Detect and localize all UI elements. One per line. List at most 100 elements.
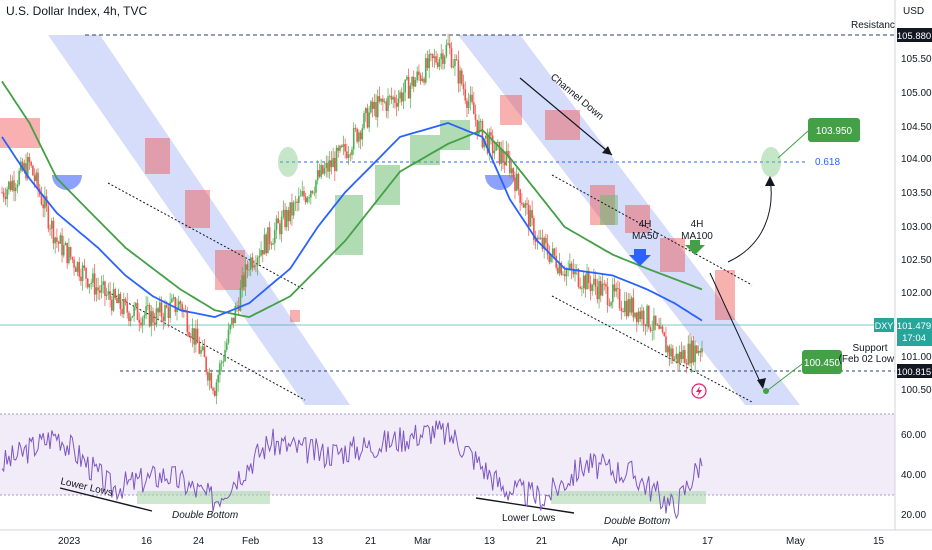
candle-body xyxy=(78,262,81,277)
candle-body xyxy=(699,350,702,353)
candle-body xyxy=(524,203,527,208)
candle-body xyxy=(445,44,448,57)
candle-body xyxy=(133,306,135,317)
candle-body xyxy=(545,237,547,244)
resistance-label: Resistance xyxy=(851,20,901,31)
svg-text:103.000: 103.000 xyxy=(901,222,932,233)
last-price-text: 101.479 xyxy=(897,321,931,332)
candle-body xyxy=(294,201,297,203)
candle-body xyxy=(541,237,544,249)
candle-body xyxy=(452,66,455,68)
candle-body xyxy=(2,192,5,197)
candle-body xyxy=(466,100,468,109)
candle-body xyxy=(109,291,111,300)
bottom-marker-1 xyxy=(52,175,82,190)
candle-body xyxy=(4,196,7,200)
candle-body xyxy=(71,257,74,260)
candle-body xyxy=(354,128,357,129)
candle-body xyxy=(637,311,640,323)
candle-body xyxy=(358,132,360,142)
candle-body xyxy=(411,76,413,86)
candle-body xyxy=(193,328,195,345)
resistance-price-badge xyxy=(897,28,932,42)
candle-body xyxy=(44,196,46,209)
candle-body xyxy=(368,112,370,128)
double-bottom-label-2: Double Bottom xyxy=(604,516,670,527)
candle-body xyxy=(123,298,125,315)
candle-body xyxy=(498,141,501,164)
candle-body xyxy=(648,305,650,328)
candle-body xyxy=(493,150,496,154)
candle-body xyxy=(311,191,314,193)
candle-body xyxy=(327,162,329,172)
candle-body xyxy=(521,202,523,205)
channel-line-d xyxy=(551,295,753,403)
candle-body xyxy=(373,101,376,109)
candle-body xyxy=(577,269,580,287)
candle-body xyxy=(550,255,552,262)
candle-body xyxy=(18,170,20,185)
candle-body xyxy=(95,287,98,295)
candle-body xyxy=(50,220,53,229)
candle-body xyxy=(464,89,467,101)
candle-body xyxy=(222,361,225,363)
candle-body xyxy=(349,154,352,156)
candle-body xyxy=(35,172,38,182)
candle-body xyxy=(442,53,444,64)
candle-body xyxy=(474,114,477,120)
candle-body xyxy=(49,228,51,230)
candle-body xyxy=(76,262,79,272)
candle-body xyxy=(610,302,612,306)
candle-body xyxy=(692,340,695,363)
candle-body xyxy=(328,160,331,172)
channel-line-a xyxy=(107,182,306,291)
candle-body xyxy=(304,196,307,203)
candle-body xyxy=(406,76,408,80)
candle-body xyxy=(268,227,271,245)
candle-body xyxy=(181,304,183,313)
candle-body xyxy=(685,363,688,365)
candle-body xyxy=(13,180,15,192)
price-ticks: 105.500 105.000 104.500 104.000 103.500 … xyxy=(901,54,932,396)
candle-body xyxy=(620,308,623,311)
candle-body xyxy=(322,165,324,174)
candle-body xyxy=(594,278,597,287)
ma100-label: 4H MA100 xyxy=(681,219,713,242)
candle-body xyxy=(356,128,358,142)
svg-text:101.000: 101.000 xyxy=(901,352,932,363)
candle-body xyxy=(522,204,525,208)
candle-body xyxy=(332,157,334,168)
candle-body xyxy=(402,92,405,102)
candle-body xyxy=(203,346,206,358)
candle-body xyxy=(658,325,660,329)
candle-body xyxy=(177,301,180,309)
candle-body xyxy=(586,270,588,290)
candle-body xyxy=(450,48,453,68)
candle-body xyxy=(136,303,139,320)
candle-body xyxy=(131,316,134,318)
candle-body xyxy=(265,234,268,254)
candle-body xyxy=(687,343,690,365)
candle-body xyxy=(232,317,235,324)
candle-body xyxy=(593,278,595,285)
candle-body xyxy=(562,274,564,276)
candle-body xyxy=(476,119,479,134)
channel-arrow xyxy=(519,77,613,156)
target-circle xyxy=(761,147,781,177)
candle-body xyxy=(112,289,115,311)
candle-body xyxy=(97,287,99,291)
candle-body xyxy=(615,288,618,292)
candle-body xyxy=(126,302,129,313)
candle-body xyxy=(282,209,285,217)
candle-body xyxy=(569,263,571,269)
candle-body xyxy=(519,189,521,203)
ma100-arrow-icon xyxy=(685,240,705,255)
bottom-marker-2 xyxy=(485,175,515,190)
candle-body xyxy=(424,58,427,83)
candle-body xyxy=(371,101,374,109)
candle-body xyxy=(246,264,249,270)
candle-body xyxy=(370,101,372,113)
candle-body xyxy=(286,209,288,228)
candle-body xyxy=(155,308,158,325)
